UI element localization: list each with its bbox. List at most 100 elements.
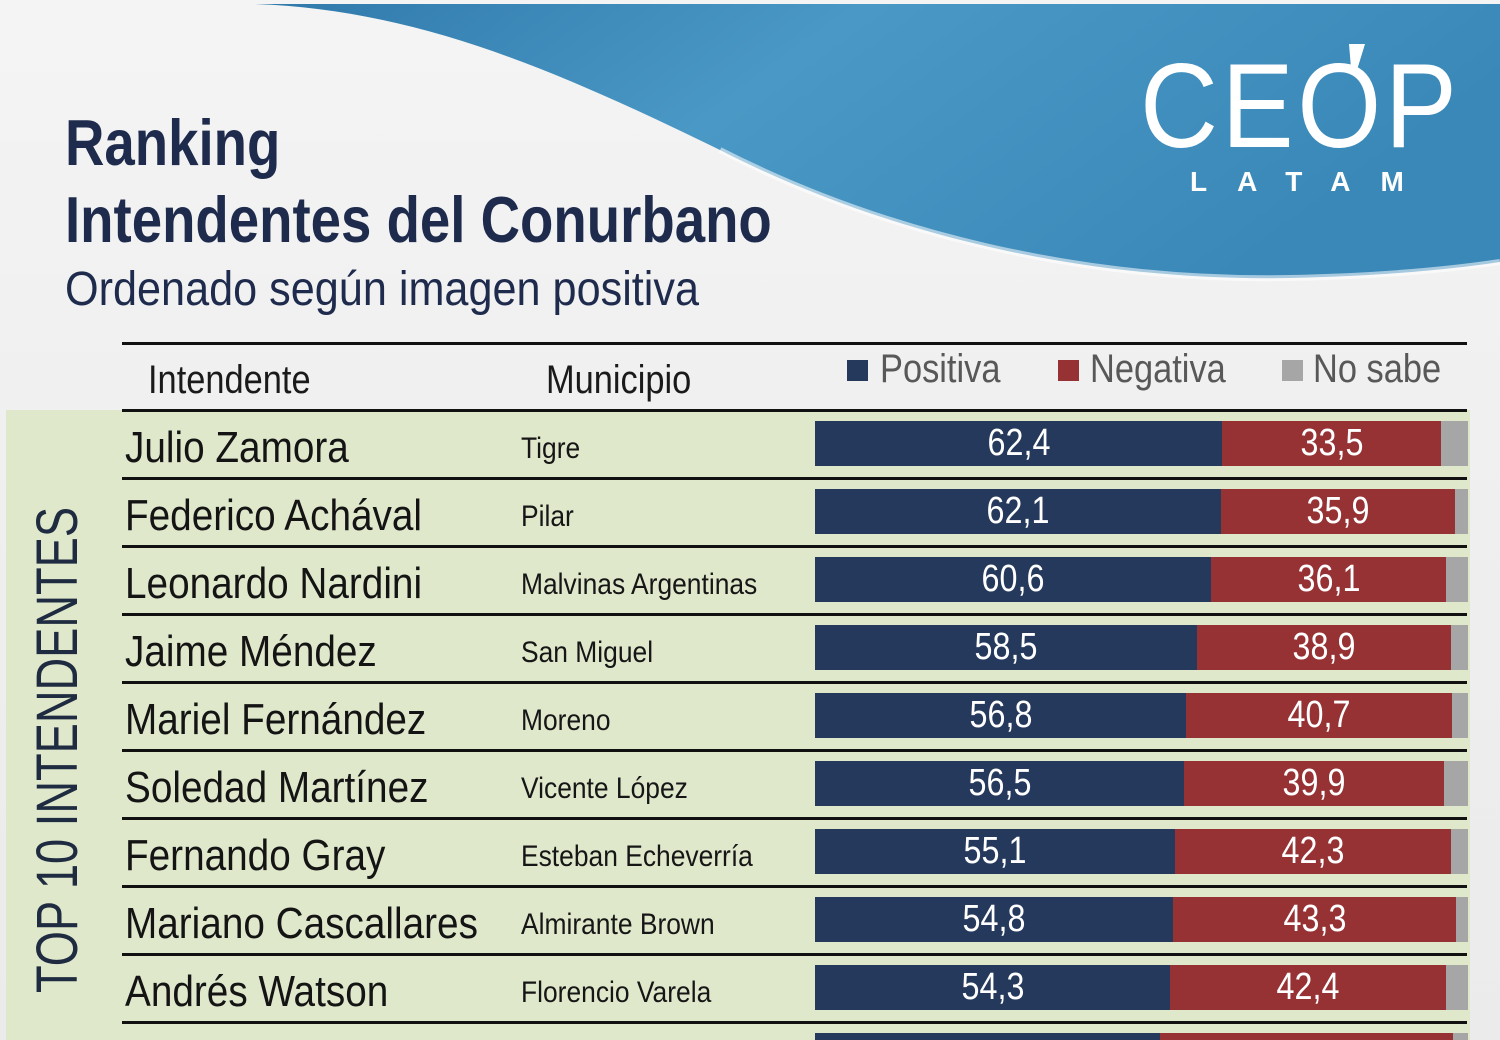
logo-apostrophe-icon <box>1349 44 1365 70</box>
row-divider <box>122 749 1467 752</box>
value-label-negativa: 39,9 <box>1282 762 1346 804</box>
table-header-rule <box>122 409 1467 412</box>
value-label-positiva: 62,4 <box>987 422 1050 464</box>
intendente-name: Julio Zamora <box>125 423 349 472</box>
table-row: Mariel Fernández Moreno 56,8 40,7 <box>0 682 1500 750</box>
table-row: Julio Zamora Tigre 62,4 33,5 <box>0 410 1500 478</box>
municipio-name: Moreno <box>521 704 611 737</box>
row-divider <box>122 953 1467 956</box>
legend-label-positiva: Positiva <box>880 347 1001 391</box>
column-header-intendente: Intendente <box>148 358 311 402</box>
intendente-name: Federico Achával <box>125 491 423 540</box>
row-divider <box>122 1021 1467 1024</box>
bar-positiva: 55,1 <box>815 829 1175 874</box>
bar-positiva <box>815 1033 1160 1040</box>
row-divider <box>122 477 1467 480</box>
ceop-logo: CEOP <box>1140 39 1461 173</box>
table-row: Fernando Gray Esteban Echeverría 55,1 42,3 <box>0 818 1500 886</box>
value-label-positiva: 60,6 <box>981 558 1045 600</box>
row-divider <box>122 885 1467 888</box>
municipio-name: Almirante Brown <box>521 908 715 941</box>
bar-negativa: 36,1 <box>1211 557 1446 602</box>
intendente-name: Soledad Martínez <box>125 763 429 812</box>
table-row: Federico Achával Pilar 62,1 35,9 <box>0 478 1500 546</box>
value-label-negativa: 42,3 <box>1281 830 1345 872</box>
intendente-name: Mariel Fernández <box>125 695 427 744</box>
row-divider <box>122 613 1467 616</box>
value-label-negativa: 42,4 <box>1276 966 1340 1008</box>
value-label-negativa: 40,7 <box>1287 694 1351 736</box>
row-divider <box>122 681 1467 684</box>
bar-positiva: 56,8 <box>815 693 1186 738</box>
table-row: Andrés Watson Florencio Varela 54,3 42,4 <box>0 954 1500 1022</box>
page-title: Ranking <box>65 106 281 179</box>
legend-label-negativa: Negativa <box>1090 347 1226 391</box>
bar-negativa: 43,3 <box>1173 897 1456 942</box>
bar-negativa: 35,9 <box>1221 489 1455 534</box>
table-row: Leonardo Nardini Malvinas Argentinas 60,6 3… <box>0 546 1500 614</box>
row-divider <box>122 545 1467 548</box>
bar-positiva: 54,8 <box>815 897 1173 942</box>
municipio-name: Tigre <box>521 432 581 465</box>
bar-no-sabe <box>1453 1033 1468 1040</box>
municipio-name: San Miguel <box>521 636 654 669</box>
bar-no-sabe <box>1451 829 1468 874</box>
row-divider <box>122 817 1467 820</box>
bar-no-sabe <box>1444 761 1468 806</box>
bar-negativa: 39,9 <box>1184 761 1444 806</box>
header-wave <box>255 4 1500 282</box>
municipio-name: Malvinas Argentinas <box>521 568 758 601</box>
value-label-negativa: 43,3 <box>1283 898 1346 940</box>
value-label-positiva: 56,8 <box>969 694 1032 736</box>
value-label-positiva: 62,1 <box>986 490 1050 532</box>
bar-negativa: 33,5 <box>1222 421 1441 466</box>
bar-no-sabe <box>1441 421 1468 466</box>
bar-negativa: 42,4 <box>1170 965 1446 1010</box>
value-label-negativa: 38,9 <box>1292 626 1356 668</box>
value-label-negativa: 35,9 <box>1306 490 1370 532</box>
table-row: Mariano Cascallares Almirante Brown 54,8 43… <box>0 886 1500 954</box>
intendente-name: Leonardo Nardini <box>125 559 423 608</box>
bar-negativa: 38,9 <box>1197 625 1451 670</box>
bar-no-sabe <box>1455 489 1468 534</box>
bar-positiva: 60,6 <box>815 557 1211 602</box>
intendente-name: Andrés Watson <box>125 967 389 1016</box>
bar-positiva: 62,4 <box>815 421 1222 466</box>
bar-negativa: 42,3 <box>1175 829 1451 874</box>
bar-no-sabe <box>1446 965 1468 1010</box>
bar-positiva: 58,5 <box>815 625 1197 670</box>
page-subtitle: Ordenado según imagen positiva <box>65 263 700 316</box>
bar-no-sabe <box>1446 557 1468 602</box>
value-label-positiva: 56,5 <box>968 762 1031 804</box>
legend-swatch-positiva <box>847 360 868 381</box>
ceop-logo-sub: LATAM <box>1190 166 1434 197</box>
bar-no-sabe <box>1451 625 1468 670</box>
bar-positiva: 54,3 <box>815 965 1170 1010</box>
municipio-name: Florencio Varela <box>521 976 712 1009</box>
value-label-positiva: 55,1 <box>963 830 1027 872</box>
bar-negativa: 40,7 <box>1186 693 1452 738</box>
table-row: Soledad Martínez Vicente López 56,5 39,9 <box>0 750 1500 818</box>
bar-no-sabe <box>1452 693 1468 738</box>
value-label-positiva: 54,3 <box>961 966 1024 1008</box>
table-row: Jaime Méndez San Miguel 58,5 38,9 <box>0 614 1500 682</box>
bar-positiva: 56,5 <box>815 761 1184 806</box>
municipio-name: Pilar <box>521 500 574 533</box>
table-row <box>0 1022 1500 1040</box>
legend-label-no-sabe: No sabe <box>1313 347 1442 391</box>
municipio-name: Esteban Echeverría <box>521 840 753 873</box>
intendente-name: Jaime Méndez <box>125 627 377 676</box>
intendente-name: Fernando Gray <box>125 831 386 880</box>
column-header-municipio: Municipio <box>546 358 692 402</box>
page-title-line2: Intendentes del Conurbano <box>65 183 772 256</box>
table-top-rule <box>122 342 1467 345</box>
bar-negativa <box>1160 1033 1453 1040</box>
value-label-positiva: 58,5 <box>974 626 1038 668</box>
value-label-negativa: 33,5 <box>1300 422 1363 464</box>
legend-swatch-negativa <box>1058 360 1079 381</box>
legend-swatch-no-sabe <box>1282 360 1303 381</box>
value-label-positiva: 54,8 <box>962 898 1026 940</box>
bar-positiva: 62,1 <box>815 489 1221 534</box>
bar-no-sabe <box>1456 897 1468 942</box>
